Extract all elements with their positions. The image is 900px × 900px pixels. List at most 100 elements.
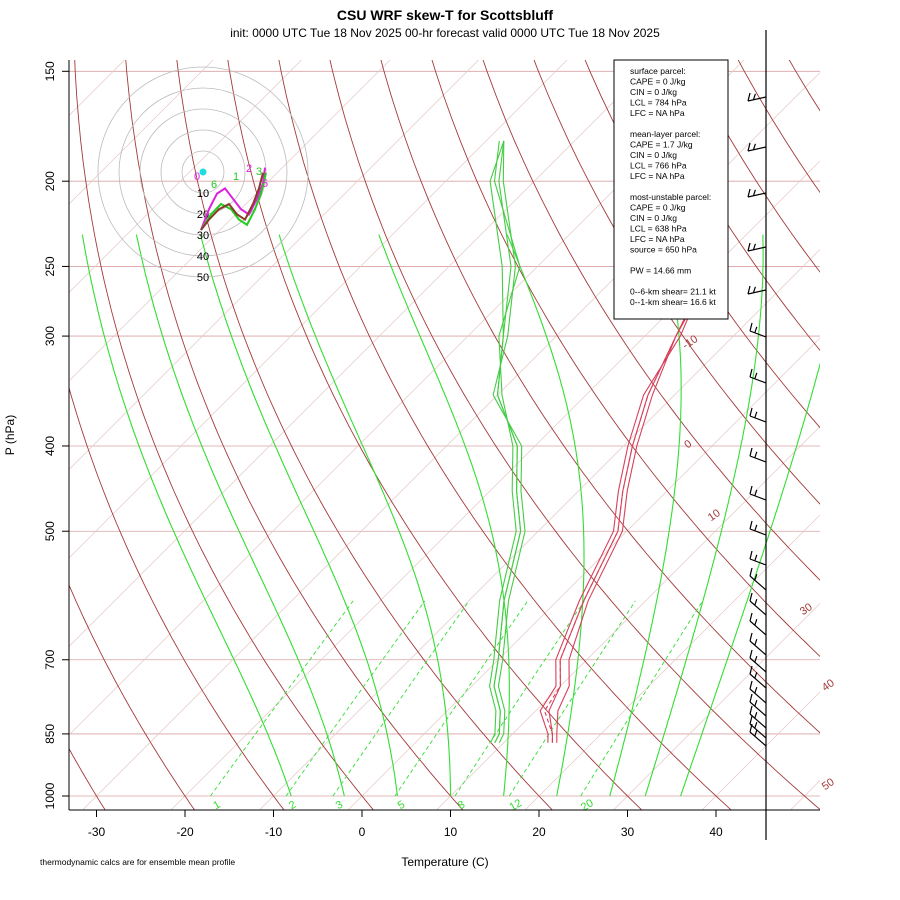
footnote: thermodynamic calcs are for ensemble mea… [40,857,235,867]
wind-barb-flag [749,723,753,733]
wind-barb-flag [749,567,753,577]
isotherm-label: 10 [706,507,723,524]
wind-barb-flag [754,554,758,561]
isotherm [259,249,820,810]
hodograph-height-label: 3 [256,166,262,178]
wind-barb-flag [749,665,753,675]
wind-barb-flag [749,550,753,560]
dewpoint-profile [489,140,522,744]
isotherm [613,603,820,810]
wind-barb-flag [754,574,758,581]
wind-barb-flag [754,372,758,379]
wind-barb [747,289,767,295]
dry-adiabat [329,60,820,810]
wind-barb [749,620,767,636]
wind-barb [749,528,767,536]
y-tick-label: 850 [43,724,57,744]
hodograph-trace [200,167,266,231]
y-tick-label: 400 [43,436,57,456]
hodograph-height-label: 2 [246,163,252,175]
x-tick-label: -30 [88,825,106,839]
info-line: LCL = 766 hPa [630,161,687,171]
info-line: source = 650 hPa [630,245,697,255]
dry-adiabat [69,386,285,810]
wind-barb-flag [749,407,753,417]
wind-barb-flag [749,368,753,378]
hodograph-ring [118,87,288,257]
y-tick-label: 200 [43,171,57,191]
mixing-ratio-line [210,600,354,797]
wind-barb [747,246,767,252]
wind-barb-flag [747,142,751,152]
isotherm [69,60,302,293]
info-line: LFC = NA hPa [630,108,685,118]
dewpoint-profile [492,140,526,744]
y-axis-ticks: 1001502002503004005007008501000 [43,61,69,809]
hodograph-ring-label: 30 [197,230,209,242]
wind-barb-flag [752,189,756,196]
hodograph-height-label: 5 [262,178,268,190]
x-tick-label: -20 [176,825,194,839]
wind-barb [749,673,767,689]
wind-barb-flag [749,322,753,332]
info-line: CIN = 0 J/kg [630,213,677,223]
moist-adiabat [278,234,452,796]
x-tick-label: -10 [265,825,283,839]
mixing-ratio-line [285,600,426,797]
mixing-ratio-line [332,600,470,797]
wind-barb-flag [754,326,758,333]
wind-barb [749,330,767,338]
info-line: PW = 14.66 mm [630,266,691,276]
isotherm [69,60,745,736]
y-axis-label: P (hPa) [3,415,17,455]
hodograph-ring [181,150,225,194]
wind-barb-flag [747,242,751,252]
hodograph-ring-label: 50 [197,272,209,284]
dry-adiabat [125,60,464,810]
moist-adiabat [378,234,510,797]
isotherm [170,160,820,810]
moist-adiabat [135,234,345,797]
wind-barb-flag [754,411,758,418]
info-line: mean-layer parcel: [630,129,700,139]
wind-barb-flag [747,92,751,102]
wind-barb-flag [749,705,753,715]
wind-barb-flag [754,619,758,626]
wind-barb [749,493,767,501]
dry-adiabat [635,60,820,352]
wind-barb-flag [747,285,751,295]
wind-barb-flag [754,599,758,606]
wind-barb [749,688,767,704]
mixing-ratio-label: 20 [579,797,596,814]
moist-adiabat [680,362,820,797]
wind-barb-flag [749,680,753,690]
wind-barb-flag [749,612,753,622]
isotherm [69,60,568,559]
info-line: CAPE = 0 J/kg [630,203,686,213]
wind-barb-flag [754,451,758,458]
info-line: LCL = 784 hPa [630,98,687,108]
x-axis-ticks: -30 -20 -10 0 10 20 30 40 [88,810,723,839]
wind-barb-flag [754,700,758,707]
wind-barb-flag [752,243,756,250]
wind-barb [749,723,767,739]
wind-barb [749,376,767,384]
wind-barb-flag [752,286,756,293]
chart-title: CSU WRF skew-T for Scottsbluff [337,7,554,23]
hodograph-ring [97,66,309,278]
wind-barb-flag [749,693,753,703]
wind-barb [749,713,767,729]
info-line: CIN = 0 J/kg [630,87,677,97]
info-line: LFC = NA hPa [630,171,685,181]
mixing-ratio-line [508,600,636,797]
dry-adiabat [176,60,553,810]
y-tick-label: 150 [43,61,57,81]
wind-barb-flag [749,649,753,659]
info-line: CAPE = 1.7 J/kg [630,140,693,150]
isotherm [347,337,820,810]
wind-barb [747,96,767,102]
